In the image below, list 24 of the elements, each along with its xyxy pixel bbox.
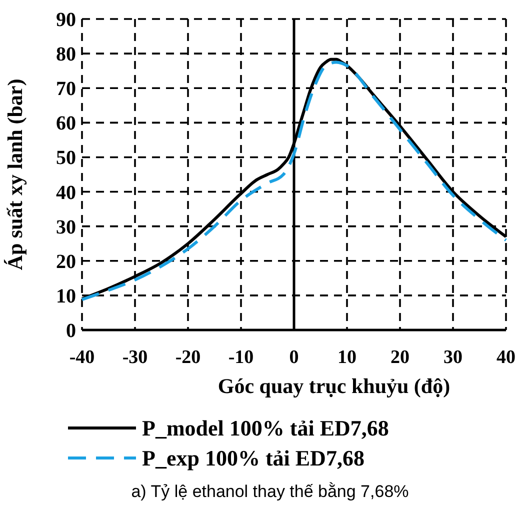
x-tick-label: 20 — [390, 347, 410, 368]
y-tick-label: 60 — [56, 112, 76, 135]
x-tick-label: -30 — [122, 347, 148, 368]
y-tick-label: 80 — [56, 44, 76, 66]
y-tick-label: 10 — [56, 285, 76, 308]
legend-label: P_model 100% tải ED7,68 — [142, 416, 389, 441]
legend-label: P_exp 100% tải ED7,68 — [142, 446, 364, 471]
y-tick-label: 20 — [56, 250, 76, 273]
y-tick-label: 50 — [56, 147, 76, 170]
x-axis-title: Góc quay trục khuỷu (độ) — [218, 374, 450, 398]
x-tick-label: 30 — [444, 347, 462, 368]
x-tick-label: 10 — [338, 347, 356, 368]
y-tick-label: 90 — [56, 9, 76, 31]
x-tick-label: 0 — [289, 347, 299, 368]
y-tick-label: 70 — [56, 78, 76, 100]
x-tick-label: 40 — [496, 347, 516, 368]
y-tick-label: 0 — [66, 320, 76, 342]
x-tick-label: -20 — [175, 347, 201, 368]
y-tick-label: 30 — [56, 216, 76, 238]
text: a) Tỷ lệ ethanol thay thế bằng 7,68% — [131, 482, 409, 501]
y-tick-label: 40 — [56, 182, 76, 204]
x-tick-label: -40 — [69, 347, 95, 368]
x-tick-label: -10 — [228, 347, 254, 368]
y-axis-title: Áp suất xy lanh (bar) — [3, 78, 27, 270]
